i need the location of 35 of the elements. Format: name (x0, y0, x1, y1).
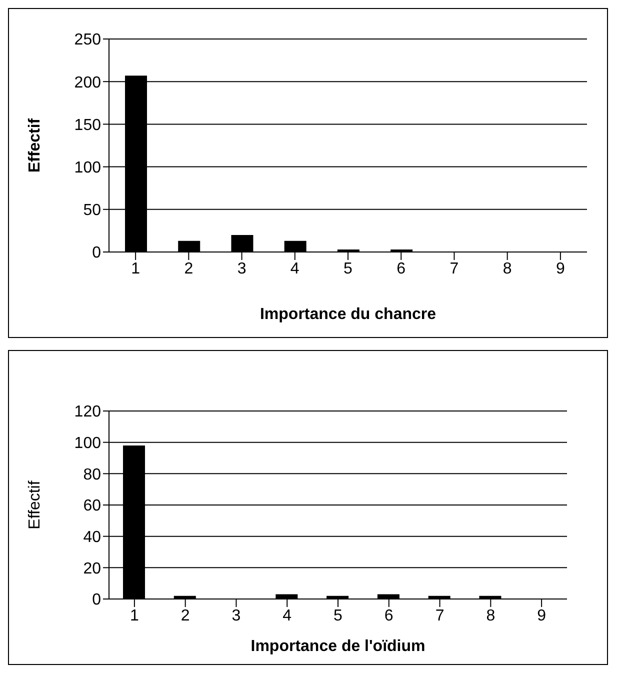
x-tick-label: 2 (180, 607, 190, 624)
y-tick-label: 0 (92, 244, 102, 262)
x-axis-title: Importance de l'oïdium (250, 638, 426, 655)
y-tick-label: 150 (74, 116, 102, 134)
y-tick-label: 50 (83, 202, 102, 220)
x-tick-label: 2 (184, 260, 194, 278)
x-tick-label: 8 (502, 260, 512, 278)
y-tick-label: 250 (74, 32, 102, 49)
x-tick-label: 3 (237, 260, 246, 278)
x-tick-label: 7 (450, 260, 459, 278)
y-tick-label: 200 (74, 74, 102, 92)
y-tick-label: 40 (83, 529, 102, 546)
x-tick-label: 4 (282, 607, 292, 624)
x-tick-label: 3 (232, 607, 241, 624)
x-tick-label: 6 (396, 260, 406, 278)
x-tick-label: 1 (130, 607, 139, 624)
x-axis-title: Importance du chancre (260, 306, 436, 323)
y-tick-label: 60 (83, 498, 102, 515)
y-tick-label: 100 (74, 435, 102, 452)
x-tick-label: 4 (290, 260, 300, 278)
x-tick-label: 5 (334, 607, 343, 624)
x-tick-label: 9 (556, 260, 565, 278)
y-axis-title: Effectif (26, 118, 44, 173)
x-tick-label: 8 (486, 607, 496, 624)
x-tick-label: 6 (384, 607, 394, 624)
y-tick-label: 120 (74, 404, 102, 421)
y-axis-title: Effectif (26, 480, 44, 530)
y-tick-label: 100 (74, 159, 102, 176)
y-tick-label: 80 (83, 466, 102, 484)
x-tick-label: 1 (131, 260, 140, 278)
y-tick-label: 0 (92, 592, 102, 609)
x-tick-label: 7 (435, 607, 444, 624)
y-tick-label: 20 (83, 560, 102, 578)
x-tick-label: 5 (344, 260, 353, 278)
x-tick-label: 9 (537, 607, 546, 624)
